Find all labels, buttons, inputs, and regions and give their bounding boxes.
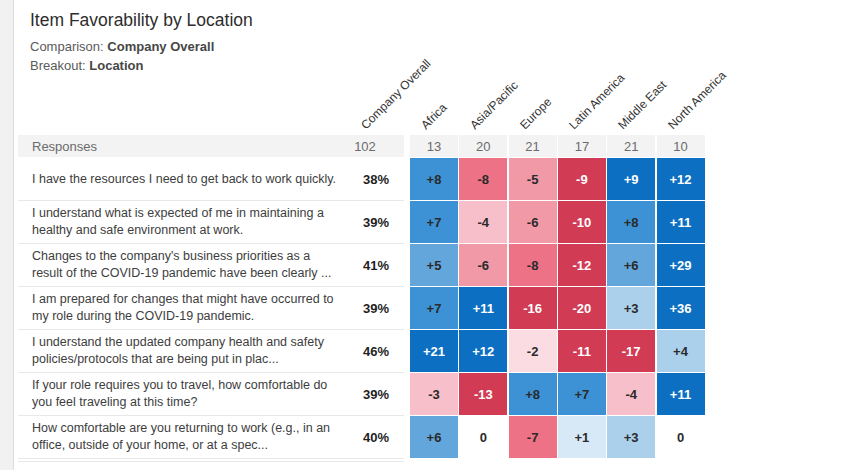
favorability-percent: 39% bbox=[348, 373, 404, 415]
heatmap-cell[interactable]: 0 bbox=[657, 416, 705, 458]
responses-overall-count: 102 bbox=[326, 139, 404, 154]
heatmap-cell[interactable]: -3 bbox=[410, 373, 458, 415]
heatmap-cell[interactable]: -9 bbox=[558, 158, 606, 200]
heatmap-cell[interactable]: +3 bbox=[607, 287, 655, 329]
question-text: How comfortable are you returning to wor… bbox=[18, 416, 348, 458]
favorability-percent: 46% bbox=[348, 330, 404, 372]
heatmap-cell[interactable]: +11 bbox=[459, 287, 507, 329]
table-row[interactable]: Changes to the company's business priori… bbox=[18, 244, 718, 286]
table-row[interactable]: I have the resources I need to get back … bbox=[18, 158, 718, 200]
heatmap-cell[interactable]: -6 bbox=[509, 201, 557, 243]
heatmap-cell[interactable]: +8 bbox=[410, 158, 458, 200]
responses-count: 21 bbox=[607, 135, 655, 157]
left-gutter bbox=[0, 0, 14, 470]
favorability-percent: 39% bbox=[348, 201, 404, 243]
report-page: Item Favorability by Location Comparison… bbox=[0, 0, 850, 470]
heatmap-cell[interactable]: -8 bbox=[459, 158, 507, 200]
question-text: I understand what is expected of me in m… bbox=[18, 201, 348, 243]
heatmap-cell[interactable]: -8 bbox=[509, 244, 557, 286]
heatmap-cell[interactable]: +8 bbox=[607, 201, 655, 243]
heatmap-cell[interactable]: +3 bbox=[607, 416, 655, 458]
responses-main: Responses 102 bbox=[18, 135, 404, 157]
heatmap-cell[interactable]: +4 bbox=[657, 330, 705, 372]
column-header-europe: Europe bbox=[517, 95, 554, 132]
column-header-middle-east: Middle East bbox=[615, 78, 669, 132]
table-row[interactable]: I understand the updated company health … bbox=[18, 330, 718, 372]
table-row[interactable]: How comfortable are you returning to wor… bbox=[18, 416, 718, 458]
heatmap-cell[interactable]: +7 bbox=[558, 373, 606, 415]
question-text: I understand the updated company health … bbox=[18, 330, 348, 372]
responses-count: 20 bbox=[459, 135, 507, 157]
question-text: I am prepared for changes that might hav… bbox=[18, 287, 348, 329]
responses-label: Responses bbox=[18, 139, 326, 154]
heatmap-cell[interactable]: 0 bbox=[459, 416, 507, 458]
responses-row: Responses 102 132021172110 bbox=[18, 135, 718, 157]
heatmap-cell[interactable]: +5 bbox=[410, 244, 458, 286]
favorability-heatmap-table: Company OverallAfricaAsia/PacificEuropeL… bbox=[18, 135, 718, 467]
heatmap-cell[interactable]: +12 bbox=[459, 330, 507, 372]
column-header-asia-pacific: Asia/Pacific bbox=[467, 78, 521, 132]
responses-count: 17 bbox=[558, 135, 606, 157]
heatmap-cell[interactable]: -4 bbox=[459, 201, 507, 243]
table-row[interactable]: I understand what is expected of me in m… bbox=[18, 201, 718, 243]
heatmap-cell[interactable]: -2 bbox=[509, 330, 557, 372]
heatmap-cell[interactable]: +21 bbox=[410, 330, 458, 372]
favorability-percent: 41% bbox=[348, 244, 404, 286]
page-title: Item Favorability by Location bbox=[30, 10, 253, 31]
question-text: I have the resources I need to get back … bbox=[18, 158, 348, 200]
responses-count: 13 bbox=[410, 135, 458, 157]
heatmap-cell[interactable]: +6 bbox=[410, 416, 458, 458]
heatmap-cell[interactable]: +9 bbox=[607, 158, 655, 200]
favorability-percent: 40% bbox=[348, 416, 404, 458]
heatmap-cell[interactable]: -16 bbox=[509, 287, 557, 329]
heatmap-cell[interactable]: -17 bbox=[607, 330, 655, 372]
heatmap-cell[interactable]: +8 bbox=[509, 373, 557, 415]
heatmap-cell[interactable]: -10 bbox=[558, 201, 606, 243]
responses-count: 21 bbox=[509, 135, 557, 157]
heatmap-cell[interactable]: -12 bbox=[558, 244, 606, 286]
heatmap-cell[interactable]: -7 bbox=[509, 416, 557, 458]
heatmap-cell[interactable]: +29 bbox=[657, 244, 705, 286]
heatmap-cell[interactable]: +7 bbox=[410, 201, 458, 243]
heatmap-cell[interactable]: +6 bbox=[607, 244, 655, 286]
column-headers: Company OverallAfricaAsia/PacificEuropeL… bbox=[18, 35, 718, 135]
heatmap-cell[interactable]: -20 bbox=[558, 287, 606, 329]
question-text: If your role requires you to travel, how… bbox=[18, 373, 348, 415]
column-header-north-america: North America bbox=[665, 68, 729, 132]
favorability-percent: 39% bbox=[348, 287, 404, 329]
heatmap-cell[interactable]: -13 bbox=[459, 373, 507, 415]
column-header-africa: Africa bbox=[418, 100, 450, 132]
heatmap-cell[interactable]: -5 bbox=[509, 158, 557, 200]
heatmap-cell[interactable]: +7 bbox=[410, 287, 458, 329]
table-row[interactable]: I am prepared for changes that might hav… bbox=[18, 287, 718, 329]
heatmap-cell[interactable]: -4 bbox=[607, 373, 655, 415]
heatmap-cell[interactable]: +36 bbox=[657, 287, 705, 329]
question-text: Changes to the company's business priori… bbox=[18, 244, 348, 286]
heatmap-cell[interactable]: +1 bbox=[558, 416, 606, 458]
favorability-percent: 38% bbox=[348, 158, 404, 200]
responses-count: 10 bbox=[657, 135, 705, 157]
table-row[interactable]: If your role requires you to travel, how… bbox=[18, 373, 718, 415]
heatmap-cell[interactable]: +12 bbox=[657, 158, 705, 200]
heatmap-cell[interactable]: -11 bbox=[558, 330, 606, 372]
heatmap-cell[interactable]: +11 bbox=[657, 201, 705, 243]
heatmap-cell[interactable]: -6 bbox=[459, 244, 507, 286]
heatmap-cell[interactable]: +11 bbox=[657, 373, 705, 415]
row-separator bbox=[18, 458, 404, 459]
table-bottom-separator bbox=[18, 461, 404, 462]
